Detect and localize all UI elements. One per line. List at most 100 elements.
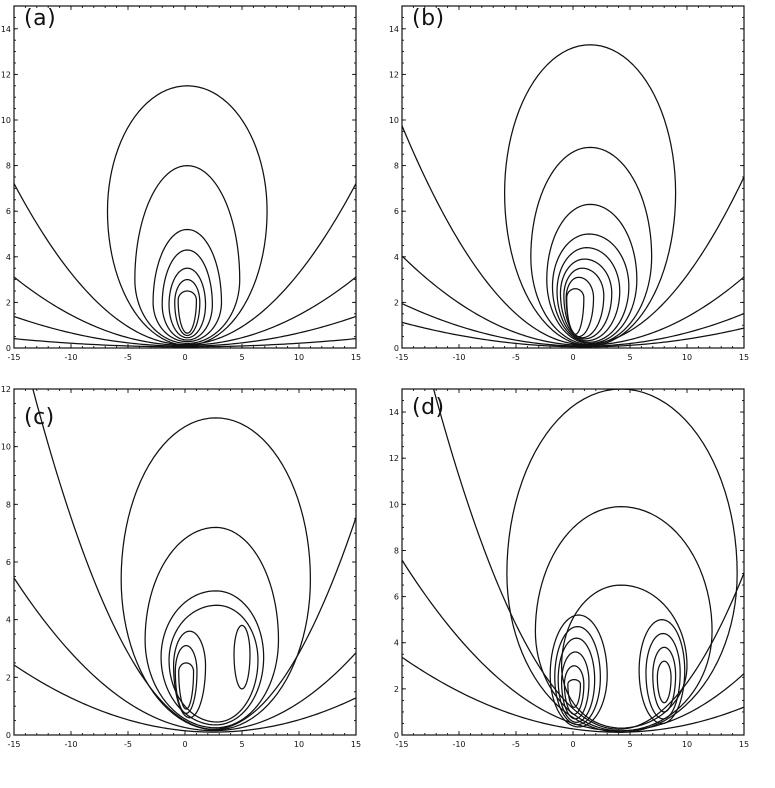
x-tick-label: 10 [294, 353, 304, 362]
y-tick-label: 0 [394, 344, 399, 353]
y-tick-label: 8 [394, 162, 399, 171]
x-tick-label: 0 [182, 740, 187, 749]
y-tick-label: 4 [394, 639, 399, 648]
contour-plot-d: -15 -10 -5 0 5 10 15 0 2 4 6 8 10 12 14 [389, 388, 749, 749]
y-tick-label: 12 [1, 385, 11, 394]
x-tick-label: -15 [7, 353, 20, 362]
contour-lines [402, 44, 744, 348]
y-tick-label: 6 [394, 207, 399, 216]
contour-bowl [402, 656, 744, 733]
x-tick-label: -10 [452, 353, 465, 362]
contour-bowl [14, 664, 356, 733]
y-tick-label: 0 [6, 344, 11, 353]
y-tick-label: 12 [389, 454, 399, 463]
contour-loop [120, 417, 312, 731]
x-tick-label: 5 [627, 353, 632, 362]
panel-d: -15 -10 -5 0 5 10 15 0 2 4 6 8 10 12 14 (d) [388, 385, 775, 765]
contour-bowl [402, 255, 744, 346]
y-tick-label: 4 [6, 616, 11, 625]
panel-c: -15 -10 -5 0 5 10 15 0 2 4 6 8 10 12 (c) [0, 385, 388, 765]
y-tick-label: 6 [394, 593, 399, 602]
contour-loop [134, 164, 241, 345]
y-tick-label: 6 [6, 207, 11, 216]
y-tick-label: 12 [1, 70, 11, 79]
x-tick-label: -10 [64, 353, 77, 362]
contour-bowl [14, 576, 356, 732]
contour-loop [160, 590, 265, 726]
x-tick-label: 0 [570, 740, 575, 749]
x-tick-label: -15 [7, 740, 20, 749]
plot-frame [401, 388, 745, 736]
contour-loop [567, 679, 582, 708]
contour-loop [645, 632, 681, 720]
y-tick-label: 10 [389, 500, 399, 509]
y-tick-label: 14 [1, 25, 11, 34]
x-tick-label: 15 [739, 740, 749, 749]
x-tick-label: 5 [239, 740, 244, 749]
contour-loop [565, 276, 595, 338]
y-tick-label: 12 [389, 70, 399, 79]
x-tick-label: -10 [64, 740, 77, 749]
contour-loop [556, 247, 621, 342]
contour-loop [557, 637, 596, 723]
contour-bowl [14, 276, 356, 346]
y-tick-label: 2 [6, 298, 11, 307]
contour-loop [177, 290, 198, 334]
contour-lines [402, 389, 744, 733]
panel-b: -15 -10 -5 0 5 10 15 0 2 4 6 8 10 12 14 (b) [388, 0, 775, 380]
x-tick-label: -15 [395, 740, 408, 749]
contour-loop [559, 258, 613, 340]
plot-frame [13, 5, 357, 349]
x-tick-label: 10 [682, 740, 692, 749]
x-tick-label: 15 [351, 740, 361, 749]
contour-loop [549, 614, 608, 728]
y-tick-label: 10 [389, 116, 399, 125]
y-tick-label: 10 [1, 116, 11, 125]
x-tick-label: 0 [570, 353, 575, 362]
plot-frame [401, 5, 745, 349]
x-tick-label: -5 [124, 353, 132, 362]
contour-bowl [402, 558, 744, 732]
contour-loop [506, 389, 738, 733]
contour-bowl [32, 389, 356, 730]
contour-lines [14, 389, 356, 733]
contour-loop [174, 278, 201, 337]
x-tick-label: 15 [739, 353, 749, 362]
x-tick-label: -5 [512, 740, 520, 749]
contour-bowl [432, 389, 744, 730]
contour-loop [174, 644, 198, 715]
contour-loop [233, 624, 251, 690]
y-tick-label: 4 [394, 253, 399, 262]
x-tick-label: -15 [395, 353, 408, 362]
contour-loop [178, 662, 195, 710]
contour-loop [144, 526, 280, 729]
contour-plot-c: -15 -10 -5 0 5 10 15 0 2 4 6 8 10 12 [1, 385, 361, 749]
y-tick-label: 4 [6, 253, 11, 262]
y-tick-label: 0 [6, 731, 11, 740]
contour-loop [172, 630, 207, 719]
contour-loop [503, 44, 677, 347]
x-tick-label: 5 [627, 740, 632, 749]
x-tick-label: 15 [351, 353, 361, 362]
y-tick-label: 8 [6, 162, 11, 171]
y-tick-label: 8 [394, 546, 399, 555]
contour-bowl [14, 182, 356, 346]
contour-loop [560, 651, 590, 720]
contour-plot-a: -15 -10 -5 0 5 10 15 0 2 4 6 8 10 12 14 [1, 5, 361, 362]
contour-loop [656, 660, 672, 704]
contour-loop [563, 267, 605, 339]
contour-loop [152, 228, 223, 343]
x-tick-label: 10 [682, 353, 692, 362]
x-tick-label: -5 [124, 740, 132, 749]
panel-a: -15 -10 -5 0 5 10 15 0 2 4 6 8 10 12 14 (a) [0, 0, 388, 380]
contour-bowl [402, 124, 744, 346]
x-tick-label: 5 [239, 353, 244, 362]
y-tick-label: 14 [389, 408, 399, 417]
x-tick-label: 10 [294, 740, 304, 749]
contour-loop [530, 146, 653, 346]
y-tick-label: 14 [389, 25, 399, 34]
y-tick-label: 2 [394, 298, 399, 307]
y-tick-label: 0 [394, 731, 399, 740]
contour-loop [546, 203, 638, 345]
